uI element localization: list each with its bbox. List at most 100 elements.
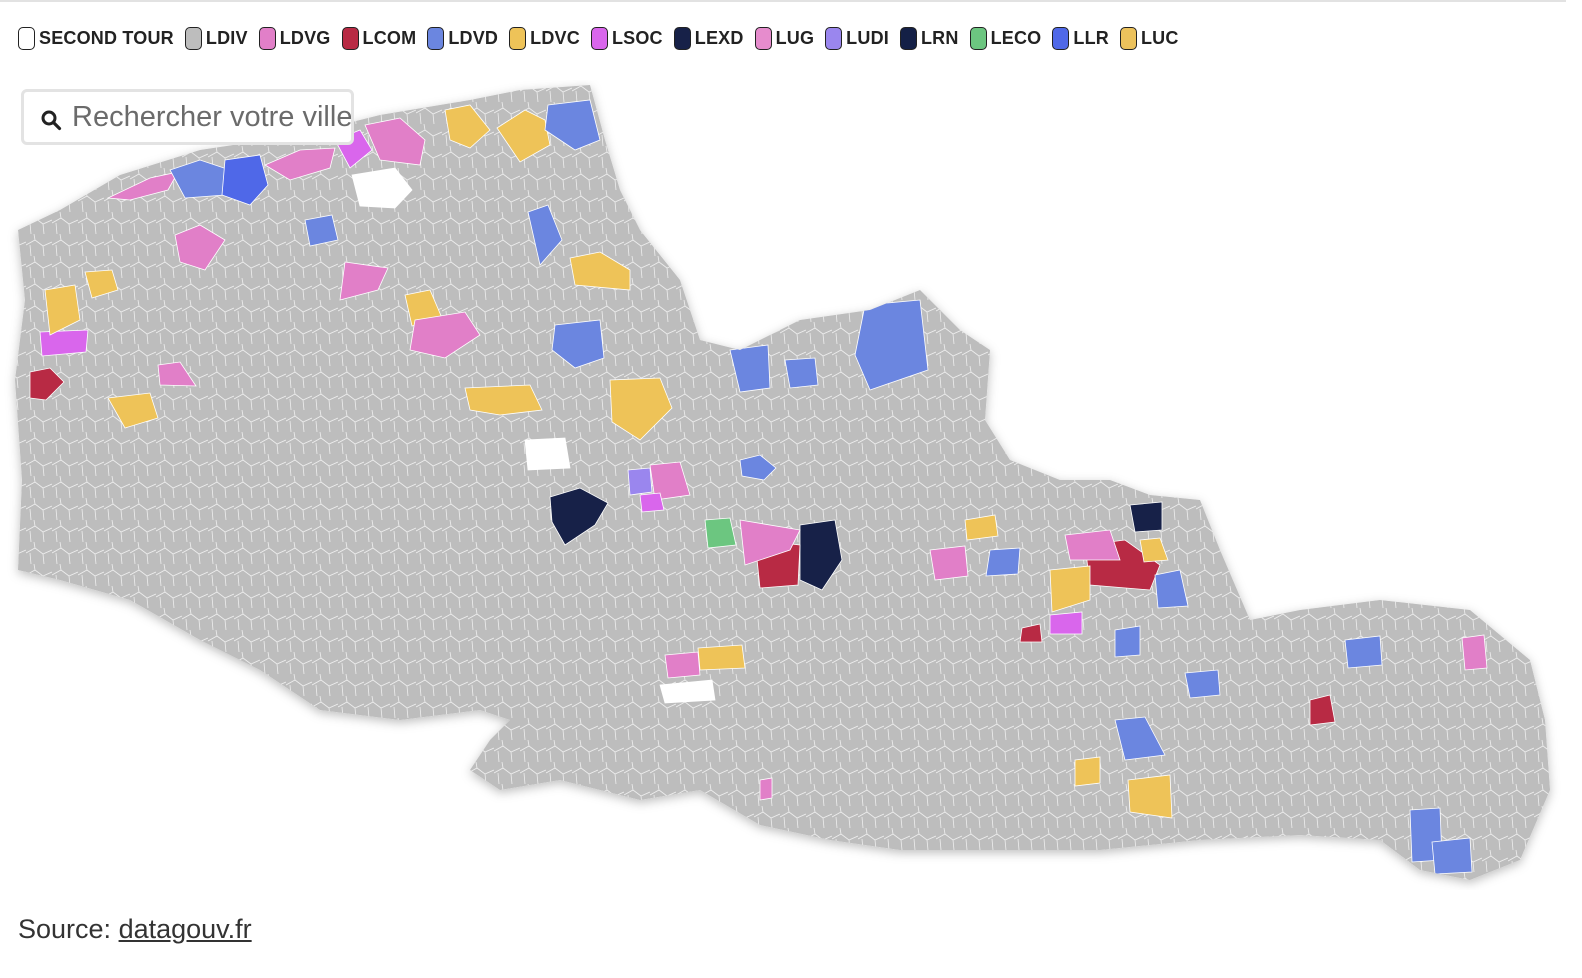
commune-ldvg[interactable]	[1064, 529, 1121, 561]
commune-ldvg[interactable]	[339, 261, 389, 301]
commune-ldvd[interactable]	[854, 299, 929, 391]
legend-swatch[interactable]	[18, 26, 35, 50]
commune-lsoc[interactable]	[639, 492, 665, 513]
commune-lsoc[interactable]	[1049, 611, 1083, 635]
legend-item-lsoc[interactable]: LSOC	[590, 26, 663, 50]
commune-ldvg[interactable]	[157, 361, 197, 387]
commune-ldvd[interactable]	[527, 204, 563, 266]
commune-ldvg[interactable]	[409, 311, 481, 359]
source-line: Source: datagouv.fr	[18, 914, 252, 945]
source-prefix: Source:	[18, 914, 119, 944]
commune-ldvd[interactable]	[1431, 837, 1473, 875]
legend-item-lug[interactable]: LUG	[754, 26, 815, 50]
legend-swatch[interactable]	[1119, 26, 1137, 50]
commune-ldvd[interactable]	[985, 547, 1021, 577]
commune-ldvc[interactable]	[84, 269, 119, 299]
commune-ldvg[interactable]	[364, 117, 426, 166]
commune-ldvc[interactable]	[44, 284, 81, 336]
commune-ldvc[interactable]	[444, 104, 491, 149]
legend-swatch[interactable]	[590, 26, 608, 50]
legend-swatch[interactable]	[673, 26, 691, 50]
search-box[interactable]	[21, 89, 354, 145]
commune-ldvc[interactable]	[1139, 537, 1169, 563]
legend-label: LDIV	[205, 27, 248, 48]
legend-swatch[interactable]	[427, 26, 445, 50]
commune-ldvd[interactable]	[739, 454, 777, 481]
legend-item-llr[interactable]: LLR	[1052, 26, 1109, 50]
commune-features[interactable]	[29, 99, 1488, 875]
commune-ldvg[interactable]	[1461, 634, 1488, 671]
commune-llr[interactable]	[221, 154, 269, 206]
commune-ldvd[interactable]	[304, 214, 339, 247]
commune-ludi[interactable]	[627, 467, 653, 496]
commune-ldvc[interactable]	[964, 514, 999, 541]
commune-second-tour[interactable]	[524, 437, 571, 471]
legend-label: LEXD	[694, 27, 744, 48]
commune-lexd[interactable]	[799, 519, 843, 591]
legend-item-ldvc[interactable]: LDVC	[509, 26, 580, 50]
legend-item-ldiv[interactable]: LDIV	[184, 26, 248, 50]
legend-label: LDVC	[530, 27, 580, 48]
legend-swatch[interactable]	[341, 26, 359, 50]
legend-label: LDVG	[279, 27, 331, 48]
commune-ldvc[interactable]	[496, 109, 551, 163]
commune-ldvc[interactable]	[1127, 774, 1173, 819]
commune-lexd[interactable]	[1129, 501, 1163, 533]
commune-ldvg[interactable]	[929, 545, 969, 581]
commune-ldvg[interactable]	[739, 519, 801, 566]
legend: SECOND TOUR LDIV LDVG LCOM LDVD LDVC LSO…	[18, 24, 1190, 52]
commune-ldvc[interactable]	[569, 251, 631, 291]
commune-ldvd[interactable]	[784, 357, 819, 389]
commune-ldvc[interactable]	[609, 377, 673, 441]
choropleth-map[interactable]	[0, 80, 1566, 890]
commune-ldvg[interactable]	[649, 461, 691, 501]
commune-ldvg[interactable]	[106, 171, 179, 201]
search-input[interactable]	[72, 98, 351, 136]
commune-lcom[interactable]	[29, 367, 65, 401]
commune-lcom[interactable]	[1019, 623, 1043, 643]
commune-ldvd[interactable]	[1344, 635, 1383, 669]
legend-item-second-tour[interactable]: SECOND TOUR	[18, 26, 174, 50]
commune-ldvd[interactable]	[551, 319, 605, 369]
commune-ldvc[interactable]	[464, 384, 543, 416]
legend-label: LUG	[775, 27, 815, 48]
legend-swatch[interactable]	[258, 26, 276, 50]
legend-swatch[interactable]	[899, 26, 917, 50]
source-link[interactable]: datagouv.fr	[118, 914, 252, 944]
commune-ldvc[interactable]	[697, 644, 746, 671]
commune-second-tour[interactable]	[659, 679, 716, 704]
commune-lcom[interactable]	[1309, 694, 1336, 726]
commune-ldvg[interactable]	[759, 777, 773, 801]
commune-leco[interactable]	[704, 517, 737, 549]
legend-item-ldvg[interactable]: LDVG	[258, 26, 331, 50]
legend-item-lexd[interactable]: LEXD	[673, 26, 744, 50]
legend-swatch[interactable]	[969, 26, 987, 50]
commune-lsoc[interactable]	[39, 329, 89, 357]
legend-item-lcom[interactable]: LCOM	[341, 26, 417, 50]
commune-ldvg[interactable]	[264, 147, 336, 181]
commune-ldvc[interactable]	[1074, 756, 1101, 787]
commune-ldvd[interactable]	[729, 344, 771, 393]
legend-item-ldvd[interactable]: LDVD	[427, 26, 498, 50]
commune-ldvg[interactable]	[174, 224, 226, 271]
commune-ldvd[interactable]	[1184, 669, 1221, 699]
commune-ldvd[interactable]	[1154, 569, 1189, 609]
legend-swatch[interactable]	[509, 26, 527, 50]
legend-swatch[interactable]	[1052, 26, 1070, 50]
legend-swatch[interactable]	[825, 26, 843, 50]
search-icon	[41, 110, 62, 131]
legend-item-ludi[interactable]: LUDI	[825, 26, 889, 50]
legend-swatch[interactable]	[754, 26, 772, 50]
commune-ldvg[interactable]	[664, 651, 701, 679]
legend-item-leco[interactable]: LECO	[969, 26, 1042, 50]
commune-second-tour[interactable]	[351, 167, 413, 209]
legend-swatch[interactable]	[184, 26, 202, 50]
commune-ldvd[interactable]	[1114, 716, 1166, 761]
commune-lexd[interactable]	[549, 487, 609, 546]
legend-item-lrn[interactable]: LRN	[899, 26, 959, 50]
commune-ldvd[interactable]	[1114, 625, 1141, 658]
legend-item-luc[interactable]: LUC	[1119, 26, 1179, 50]
commune-ldvd[interactable]	[544, 99, 601, 151]
commune-ldvc[interactable]	[1049, 565, 1091, 613]
commune-ldvc[interactable]	[107, 392, 159, 429]
